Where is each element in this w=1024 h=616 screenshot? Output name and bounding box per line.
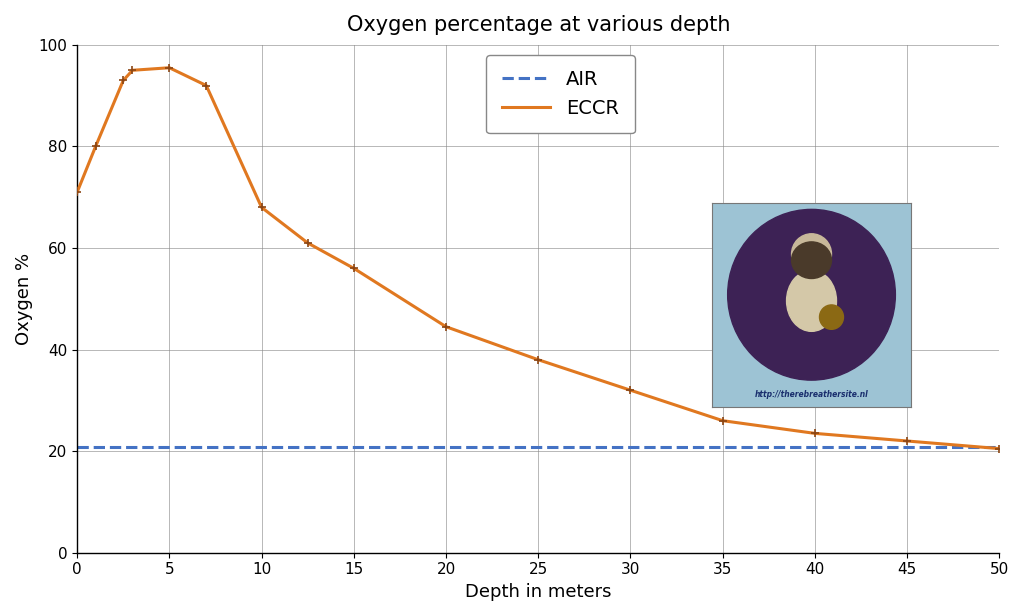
Y-axis label: Oxygen %: Oxygen %	[15, 253, 33, 345]
Text: http://therebreathersite.nl: http://therebreathersite.nl	[755, 390, 868, 399]
Circle shape	[792, 233, 831, 275]
Title: Oxygen percentage at various depth: Oxygen percentage at various depth	[346, 15, 730, 35]
X-axis label: Depth in meters: Depth in meters	[465, 583, 611, 601]
Ellipse shape	[786, 270, 837, 331]
Circle shape	[728, 209, 895, 380]
Circle shape	[819, 305, 844, 330]
Legend: AIR, ECCR: AIR, ECCR	[486, 55, 635, 134]
Ellipse shape	[792, 242, 831, 278]
